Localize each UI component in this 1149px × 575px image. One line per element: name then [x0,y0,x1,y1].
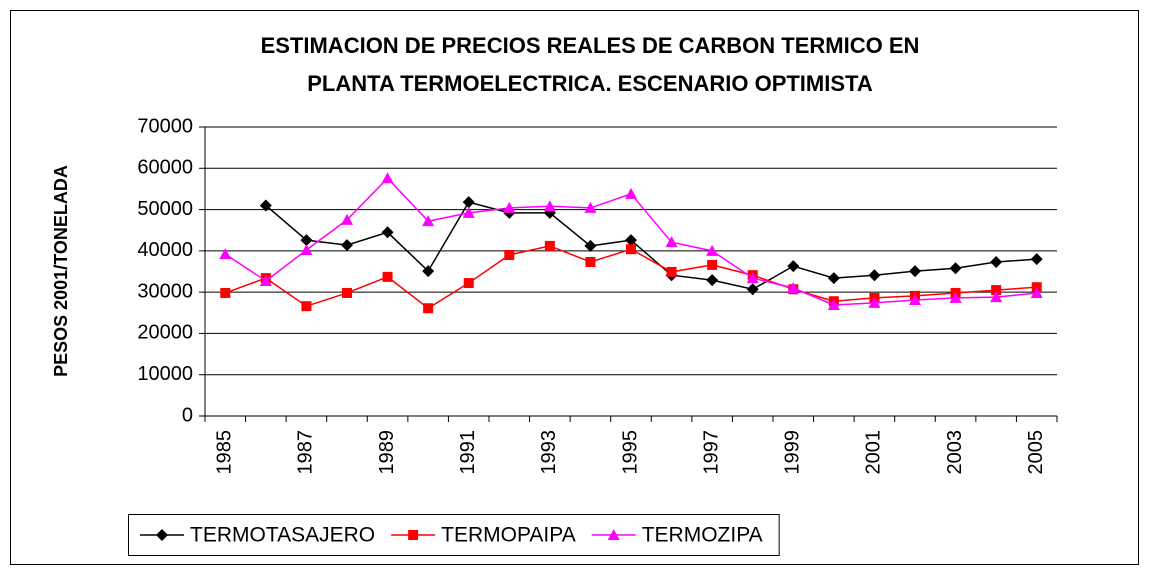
marker-diamond [949,262,962,275]
chart-subtitle: PLANTA TERMOELECTRICA. ESCENARIO OPTIMIS… [307,71,873,96]
marker-diamond [462,196,475,209]
marker-triangle [259,274,272,286]
marker-square [707,259,718,270]
marker-square [463,278,474,289]
x-tick-label: 1995 [619,430,641,475]
y-tick-label: 10000 [137,363,193,385]
marker-triangle [584,201,597,213]
y-tick-label: 40000 [137,239,193,261]
legend-box [128,514,780,556]
legend-label: TERMOTASAJERO [190,524,375,547]
x-tick-label: 2003 [944,430,966,475]
chart-border [10,10,1139,565]
legend-label: TERMOZIPA [642,524,763,547]
x-tick-label: 1993 [538,430,560,475]
marker-triangle [300,244,313,256]
marker-diamond [156,529,168,541]
marker-square [382,271,393,282]
marker-triangle [706,244,719,256]
marker-triangle [543,200,556,212]
marker-square [504,249,515,260]
marker-diamond [341,239,353,252]
marker-triangle [219,248,232,260]
marker-triangle [746,272,759,284]
marker-triangle [503,201,516,213]
marker-diamond [381,226,394,239]
marker-triangle [381,172,394,184]
marker-diamond [706,274,719,287]
x-tick-label: 2001 [863,430,885,475]
y-tick-label: 50000 [137,198,193,220]
marker-diamond [827,272,840,285]
marker-triangle [787,282,800,294]
legend: TERMOTASAJERO TERMOPAIPA TERMOZIPA [128,514,780,556]
marker-square [220,287,231,298]
y-tick-label: 0 [182,404,193,426]
marker-diamond [259,199,272,212]
x-tick-label: 1999 [782,430,804,475]
marker-diamond [868,269,881,282]
marker-square [991,285,1002,296]
marker-square [544,240,555,251]
y-axis-title: PESOS 2001/TONELADA [51,165,71,377]
marker-triangle [827,298,840,310]
marker-triangle [868,296,881,308]
marker-triangle [1030,286,1043,298]
y-tick-label: 20000 [137,322,193,344]
marker-triangle [909,293,921,305]
marker-square [666,266,677,277]
marker-triangle [422,215,435,227]
marker-diamond [584,239,597,252]
x-tick-label: 2005 [1025,430,1047,475]
marker-square [301,301,312,312]
marker-diamond [909,265,921,278]
marker-triangle [949,291,962,303]
x-tick-label: 1985 [214,430,236,475]
series-line [265,201,1037,291]
legend-label: TERMOPAIPA [441,524,576,547]
marker-square [408,530,419,540]
marker-diamond [990,256,1003,269]
marker-triangle [625,187,637,199]
y-tick-label: 70000 [137,115,193,137]
marker-triangle [665,236,678,248]
marker-triangle [462,206,475,218]
marker-triangle [341,213,353,225]
marker-diamond [625,234,637,247]
y-tick-label: 30000 [137,280,193,302]
x-tick-label: 1991 [457,430,479,475]
chart-title: ESTIMACION DE PRECIOS REALES DE CARBON T… [261,33,920,58]
marker-diamond [1030,253,1043,266]
x-tick-label: 1997 [700,430,722,475]
y-tick-label: 60000 [137,157,193,179]
marker-square [423,303,434,314]
marker-square [585,257,596,268]
marker-square [626,244,636,255]
x-tick-label: 1987 [295,430,317,475]
marker-diamond [300,234,313,247]
marker-diamond [746,283,759,296]
marker-triangle [990,291,1003,303]
marker-diamond [422,265,435,278]
marker-diamond [787,260,800,273]
marker-triangle [607,529,620,540]
x-tick-label: 1989 [376,430,398,475]
marker-square [342,287,352,298]
